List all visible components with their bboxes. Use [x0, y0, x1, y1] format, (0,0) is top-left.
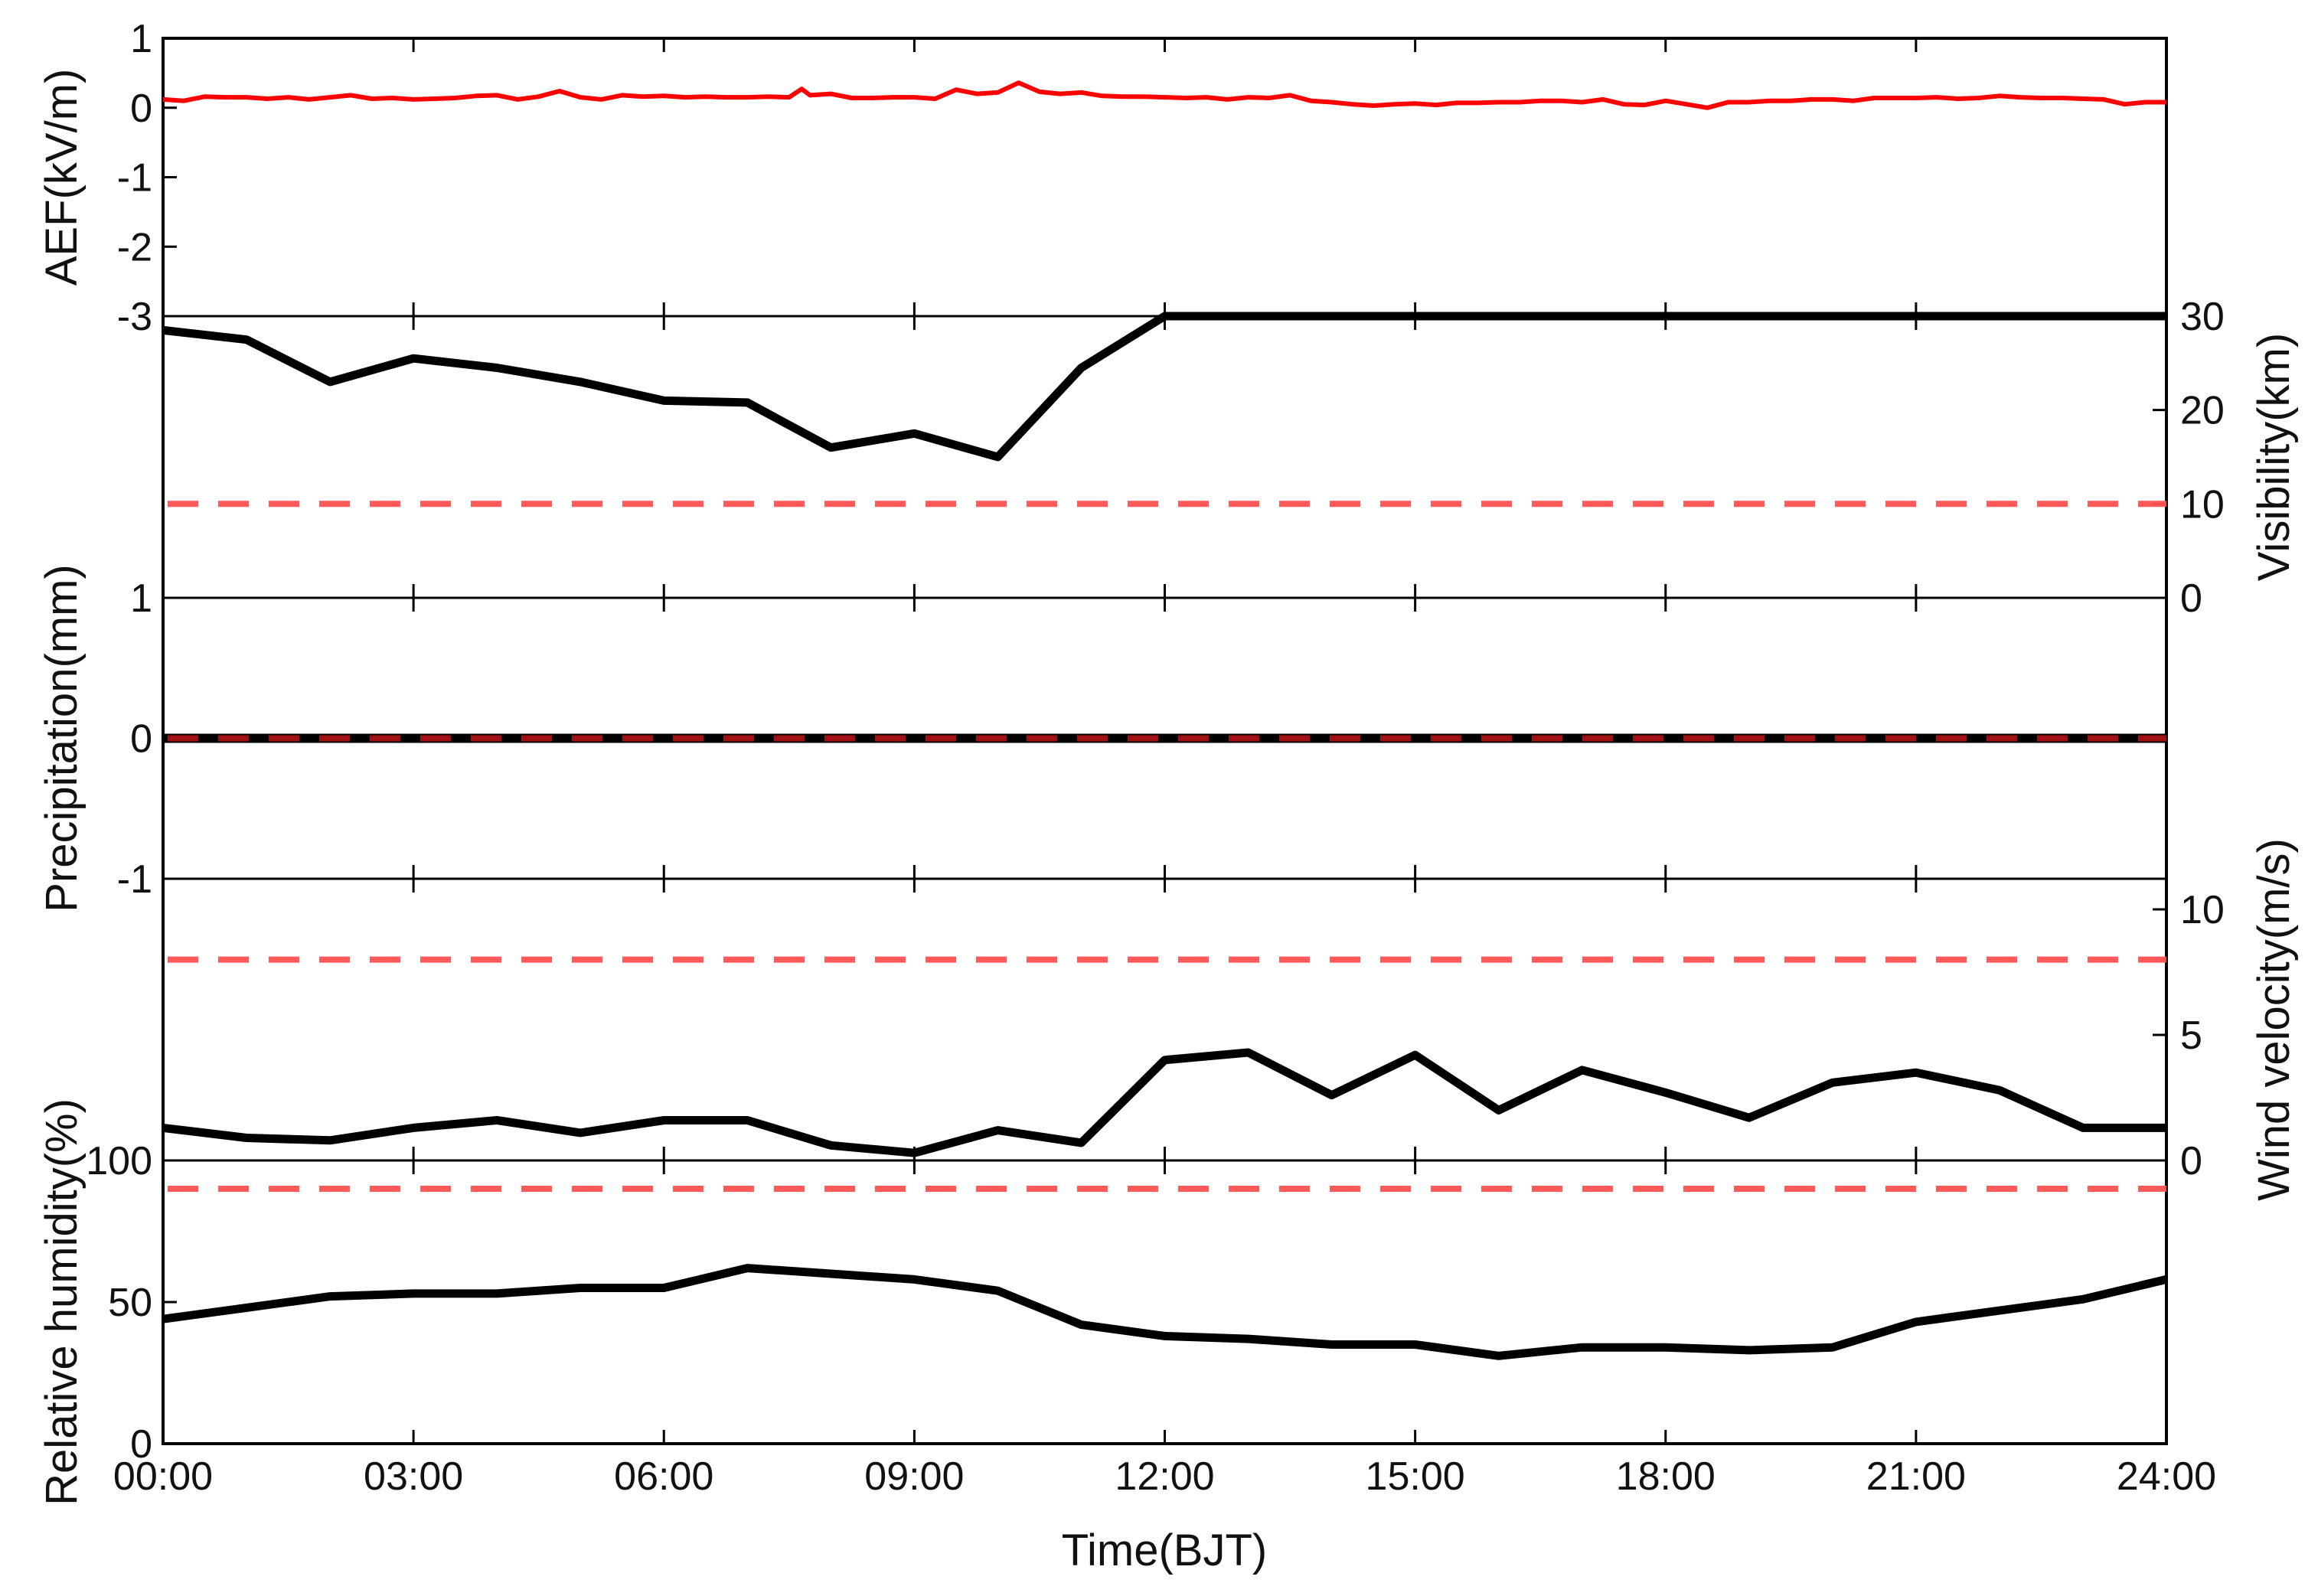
- series-line-humidity-value: [162, 1264, 2168, 1360]
- x-tick-label: 06:00: [614, 1454, 713, 1499]
- x-tick-label: 12:00: [1115, 1454, 1214, 1499]
- y-tick-label: 0: [130, 86, 152, 131]
- y-tick-label: 10: [2180, 888, 2225, 932]
- y-tick-label: 1: [130, 576, 152, 621]
- plot-area: 00:00 03:00 06:00 09:00 12:00 15:00 18:00 21:00…: [37, 17, 2299, 1506]
- x-tick-label: 15:00: [1366, 1454, 1465, 1499]
- series-line-wind-value: [162, 1048, 2166, 1157]
- panel-visibility: 30 20 10 0 Visibility(km): [162, 295, 2299, 621]
- y-tick-label: 100: [86, 1139, 152, 1183]
- y-tick-label: 1: [130, 17, 152, 61]
- series-line-aef-value: [162, 80, 2166, 110]
- panel-humidity: 100 50 0 Relative humidity(%): [37, 1098, 2168, 1506]
- y-tick-label: -1: [117, 156, 152, 201]
- y-tick-label: 0: [130, 717, 152, 762]
- x-axis-title: Time(BJT): [1062, 1526, 1267, 1575]
- y-axis-title-wind: Wind velocity(m/s): [2249, 838, 2299, 1201]
- y-tick-label: 5: [2180, 1013, 2202, 1058]
- y-tick-label: -2: [117, 225, 152, 269]
- x-tick-label: 00:00: [113, 1454, 213, 1499]
- y-tick-label: -1: [117, 857, 152, 902]
- y-axis-title-precipitation: Precipitation(mm): [37, 564, 87, 912]
- y-tick-label: 30: [2180, 295, 2225, 339]
- y-tick-label: 10: [2180, 482, 2225, 527]
- y-axis-title-humidity: Relative humidity(%): [37, 1098, 87, 1506]
- y-tick-label: 0: [2180, 1139, 2202, 1183]
- y-tick-label: 0: [2180, 576, 2202, 621]
- x-tick-label: 03:00: [364, 1454, 463, 1499]
- x-tick-label: 24:00: [2117, 1454, 2216, 1499]
- panel-aef: 1 0 -1 -2 -3 AEF(kV/m): [37, 17, 2166, 339]
- panel-precipitation: 1 0 -1 Precipitation(mm): [37, 564, 2166, 912]
- x-tick-label: 09:00: [864, 1454, 964, 1499]
- y-axis-title-visibility: Visibility(km): [2249, 333, 2299, 581]
- y-tick-label: 20: [2180, 389, 2225, 433]
- y-tick-label: 0: [130, 1422, 152, 1467]
- y-tick-label: -3: [117, 295, 152, 339]
- y-tick-label: 50: [108, 1281, 152, 1325]
- panel-wind: 10 5 0 Wind velocity(m/s): [162, 838, 2299, 1201]
- x-tick-label: 21:00: [1866, 1454, 1966, 1499]
- y-axis-title-aef: AEF(kV/m): [37, 69, 87, 286]
- series-line-visibility-value: [162, 312, 2166, 462]
- x-tick-label: 18:00: [1616, 1454, 1716, 1499]
